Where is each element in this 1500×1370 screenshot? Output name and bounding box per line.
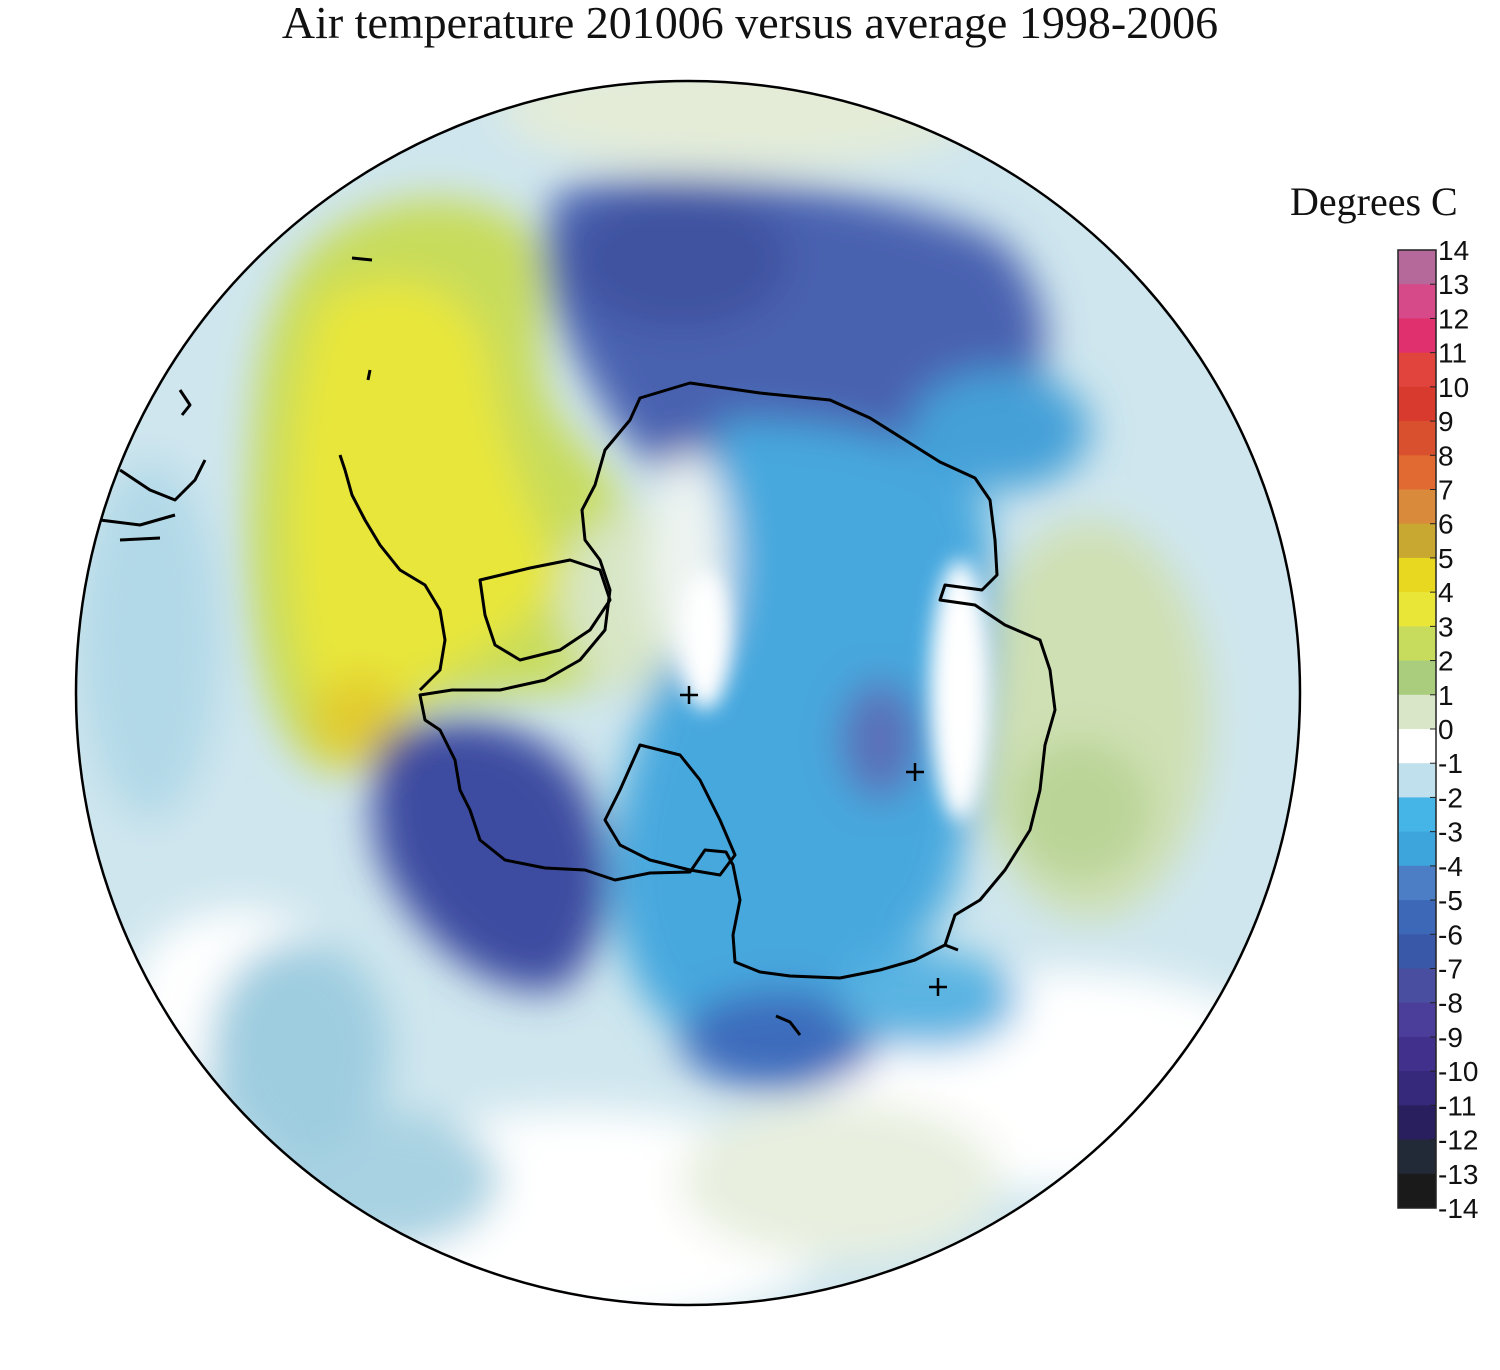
colorbar-tick-label: -7 xyxy=(1438,954,1463,985)
colorbar-swatch xyxy=(1398,900,1436,935)
colorbar-swatch xyxy=(1398,1071,1436,1106)
colorbar-swatch xyxy=(1398,523,1436,559)
colorbar-swatch xyxy=(1398,729,1436,764)
colorbar-tick-label: -12 xyxy=(1438,1125,1478,1156)
colorbar-tick-label: -11 xyxy=(1438,1090,1476,1121)
colorbar-tick-label: -6 xyxy=(1438,919,1463,950)
colorbar-tick-label: -14 xyxy=(1438,1193,1478,1224)
colorbar-tick-label: 6 xyxy=(1438,509,1454,540)
colorbar-tick-label: 8 xyxy=(1438,440,1454,471)
colorbar-tick-label: -8 xyxy=(1438,988,1463,1019)
colorbar-tick-label: -5 xyxy=(1438,885,1463,916)
colorbar-swatch xyxy=(1398,865,1436,901)
colorbar-swatch xyxy=(1398,250,1436,285)
colorbar-swatch xyxy=(1398,421,1436,456)
colorbar-swatch xyxy=(1398,386,1436,422)
colorbar-tick-label: 12 xyxy=(1438,303,1469,334)
colorbar-tick-label: 10 xyxy=(1438,372,1469,403)
colorbar-tick-label: 14 xyxy=(1438,240,1469,266)
colorbar-swatch xyxy=(1398,557,1436,593)
colorbar-tick-label: 1 xyxy=(1438,680,1454,711)
colorbar-unit-label: Degrees C xyxy=(1290,179,1458,224)
colorbar-tick-label: 9 xyxy=(1438,406,1454,437)
colorbar-swatch xyxy=(1398,763,1436,798)
colorbar-swatch xyxy=(1398,626,1436,662)
colorbar-swatch xyxy=(1398,455,1436,490)
colorbar-swatch xyxy=(1398,1036,1436,1072)
colorbar-swatch xyxy=(1398,1002,1436,1038)
colorbar-swatch xyxy=(1398,1139,1436,1175)
colorbar-tick-label: -4 xyxy=(1438,851,1463,882)
colorbar-swatch xyxy=(1398,592,1436,627)
colorbar-swatch xyxy=(1398,1173,1436,1209)
colorbar-tick-label: -1 xyxy=(1438,748,1463,779)
colorbar-tick-label: 2 xyxy=(1438,646,1454,677)
colorbar-swatch xyxy=(1398,968,1436,1004)
colorbar-tick-label: -9 xyxy=(1438,1022,1463,1053)
colorbar-swatch xyxy=(1398,318,1436,354)
colorbar-swatch xyxy=(1398,1105,1436,1141)
colorbar-tick-label: -3 xyxy=(1438,817,1463,848)
colorbar-tick-label: -10 xyxy=(1438,1056,1478,1087)
colorbar-tick-label: 3 xyxy=(1438,611,1454,642)
map-title: Air temperature 201006 versus average 19… xyxy=(281,0,1219,48)
colorbar-tick-label: 13 xyxy=(1438,269,1469,300)
colorbar-swatch xyxy=(1398,660,1436,696)
colorbar-swatch xyxy=(1398,934,1436,969)
grid-crosses xyxy=(680,686,947,996)
colorbar-swatch xyxy=(1398,352,1436,388)
colorbar-swatch xyxy=(1398,694,1436,730)
colorbar: 14131211109876543210-1-2-3-4-5-6-7-8-9-1… xyxy=(1397,240,1478,1224)
colorbar-tick-label: -2 xyxy=(1438,782,1463,813)
antarctica-coastline xyxy=(99,256,1057,1036)
colorbar-swatch xyxy=(1398,831,1436,867)
colorbar-swatch xyxy=(1398,489,1436,525)
temperature-anomaly-field xyxy=(76,81,1300,1305)
map-boundary-circle xyxy=(74,79,1302,1307)
colorbar-tick-label: 11 xyxy=(1438,338,1467,369)
colorbar-tick-label: 0 xyxy=(1438,714,1454,745)
colorbar-swatch xyxy=(1398,797,1436,833)
colorbar-tick-label: 4 xyxy=(1438,577,1454,608)
colorbar-tick-label: 5 xyxy=(1438,543,1454,574)
colorbar-swatch xyxy=(1398,284,1436,319)
colorbar-tick-label: -13 xyxy=(1438,1159,1478,1190)
colorbar-tick-label: 7 xyxy=(1438,475,1454,506)
